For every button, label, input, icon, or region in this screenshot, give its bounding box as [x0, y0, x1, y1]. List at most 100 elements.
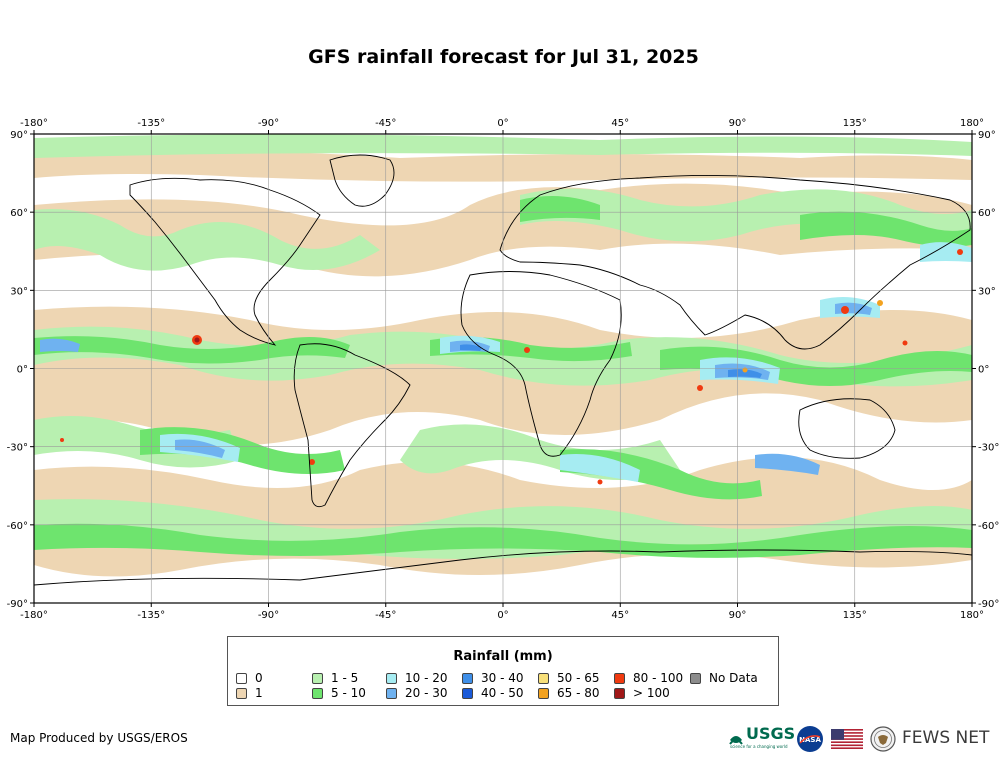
lat-tick-label-left: -90° [7, 599, 28, 610]
legend-item: 50 - 65 [538, 671, 600, 685]
map-title: GFS rainfall forecast for Jul 31, 2025 [308, 46, 699, 68]
legend-swatch [538, 672, 549, 684]
usgs-logo [729, 736, 743, 745]
lat-tick-label-right: -90° [978, 599, 999, 610]
legend-item: 10 - 20 [386, 671, 448, 685]
lat-tick-label-right: -30° [978, 443, 999, 454]
rain-cell-blue [40, 338, 80, 352]
legend-label: 30 - 40 [481, 671, 524, 685]
lon-tick-label-top: 180° [960, 118, 984, 129]
lon-tick-label-bottom: 180° [960, 610, 984, 621]
lon-tick-label-bottom: 135° [843, 610, 867, 621]
continent-antarctica [34, 549, 972, 603]
rain-cell-intense [957, 249, 963, 255]
rain-cell-intense [902, 340, 908, 346]
lat-tick-label-left: -60° [7, 521, 28, 532]
rain-cell-intense [697, 385, 703, 391]
lon-tick-label-bottom: 45° [611, 610, 629, 621]
lon-tick-label-bottom: 0° [497, 610, 508, 621]
lon-tick-label-bottom: -90° [258, 610, 279, 621]
lat-tick-label-right: -60° [978, 521, 999, 532]
legend-label: 40 - 50 [481, 686, 524, 700]
legend-item: 80 - 100 [614, 671, 683, 685]
legend-item: 40 - 50 [462, 686, 524, 700]
lon-tick-label-top: -180° [20, 118, 48, 129]
usgs-tagline: science for a changing world [730, 744, 788, 749]
legend-swatch [538, 687, 549, 699]
lat-tick-label-left: -30° [7, 443, 28, 454]
legend-item: 20 - 30 [386, 686, 448, 700]
state-department-seal-icon [870, 726, 896, 752]
lon-tick-label-top: -45° [375, 118, 396, 129]
legend-label: 1 - 5 [331, 671, 359, 685]
legend-label: 0 [255, 671, 263, 685]
legend-swatch [386, 687, 397, 699]
legend-swatch [386, 672, 397, 684]
lon-tick-label-bottom: 90° [729, 610, 747, 621]
legend-item: > 100 [614, 686, 670, 700]
continent-south-america [293, 343, 411, 508]
continent-greenland [329, 154, 395, 207]
rain-band-green [660, 346, 972, 386]
lat-tick-label-left: 30° [10, 286, 28, 297]
lon-tick-label-bottom: -180° [20, 610, 48, 621]
lon-tick-label-top: 45° [611, 118, 629, 129]
legend-swatch [462, 672, 473, 684]
lat-tick-label-left: 60° [10, 208, 28, 219]
rainfall-field [34, 134, 972, 603]
legend-swatch [614, 672, 625, 684]
legend-swatch [236, 672, 247, 684]
us-flag-icon [831, 729, 863, 749]
legend-item: No Data [690, 671, 758, 685]
lon-tick-label-bottom: -135° [137, 610, 165, 621]
legend-label: 50 - 65 [557, 671, 600, 685]
lon-tick-label-top: 0° [497, 118, 508, 129]
lat-tick-label-left: 0° [17, 365, 28, 376]
legend-label: 5 - 10 [331, 686, 366, 700]
legend-item: 1 - 5 [312, 671, 358, 685]
lat-tick-label-right: 0° [978, 365, 989, 376]
legend-item: 0 [236, 671, 263, 685]
legend-label: > 100 [633, 686, 670, 700]
usgs-logo-text: USGS [746, 724, 796, 743]
nasa-logo: NASA [797, 726, 823, 752]
legend-swatch [312, 687, 323, 699]
lon-tick-label-bottom: -45° [375, 610, 396, 621]
rain-band-light-green [34, 209, 380, 271]
lat-tick-label-right: 30° [978, 286, 996, 297]
legend-title: Rainfall (mm) [453, 649, 553, 664]
rain-cell-intense [309, 459, 315, 465]
lat-tick-label-right: 60° [978, 208, 996, 219]
legend-swatch [690, 672, 701, 684]
continent-africa [460, 271, 622, 457]
legend-label: 65 - 80 [557, 686, 600, 700]
legend-item: 5 - 10 [312, 686, 366, 700]
rain-cell-blue [728, 369, 762, 378]
fews-net-logo-text: FEWS NET [902, 728, 990, 748]
rain-cell-blue [175, 439, 225, 458]
legend-item: 1 [236, 686, 263, 700]
lat-tick-label-left: 90° [10, 130, 28, 141]
legend-label: 1 [255, 686, 263, 700]
rain-cell-intense [597, 479, 603, 485]
rain-cell-intense [524, 347, 530, 353]
nasa-logo-text: NASA [799, 736, 821, 744]
rain-band-green [34, 336, 350, 364]
legend-swatch [462, 687, 473, 699]
legend-label: 10 - 20 [405, 671, 448, 685]
rain-cell-intense [60, 438, 64, 442]
legend-item: 30 - 40 [462, 671, 524, 685]
legend-swatch [614, 687, 625, 699]
legend-swatch [236, 687, 247, 699]
rain-band-green [520, 196, 600, 222]
rain-cell-blue [755, 453, 820, 475]
rain-cell-intense [877, 300, 883, 306]
rain-band-green [800, 211, 972, 247]
continent-north-america [129, 177, 321, 346]
lon-tick-label-top: 90° [729, 118, 747, 129]
rain-cell-intense [194, 337, 200, 343]
credit-text: Map Produced by USGS/EROS [10, 731, 188, 745]
rain-cell-blue [460, 344, 482, 351]
legend-label: 80 - 100 [633, 671, 684, 685]
